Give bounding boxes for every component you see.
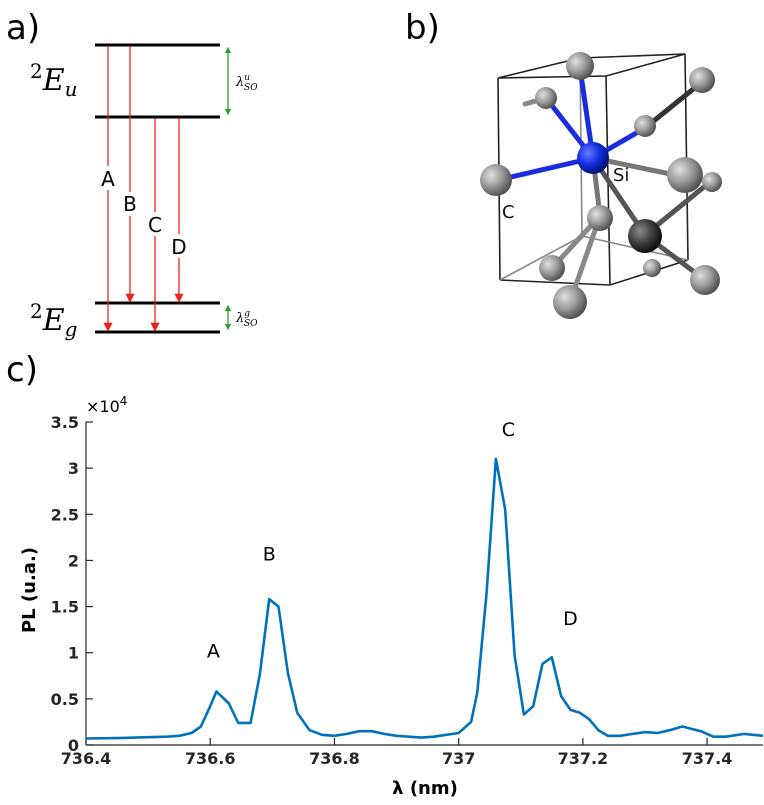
series-line-pl	[85, 457, 764, 740]
panel-label-a: a)	[6, 8, 41, 48]
peak-label: C	[502, 419, 515, 441]
energy-level-diagram: A B C D λu SO λg SO 2Eu 2Eg	[30, 43, 258, 341]
transition-label-c: C	[148, 213, 162, 237]
y-tick-label: 3	[68, 459, 79, 478]
splitting-lower-label: λg SO	[235, 309, 258, 329]
carbon-atom	[690, 265, 720, 295]
splitting-upper-label: λu SO	[235, 73, 258, 93]
carbon-atom	[689, 67, 715, 93]
chart-axes: 736.4 736.6 736.8 737 737.2 737.4 0 0.5 1 1.5 2 2.5…	[51, 413, 763, 768]
carbon-atom	[628, 219, 662, 253]
y-tick-label: 1.5	[51, 598, 79, 617]
peak-label: A	[207, 640, 220, 662]
y-tick-label: 1	[68, 644, 79, 663]
transition-label-d: D	[171, 235, 186, 259]
y-multiplier: ×104	[86, 394, 127, 416]
silicon-atom	[577, 142, 609, 174]
x-tick-label: 737	[442, 749, 475, 768]
silicon-label: Si	[613, 165, 629, 186]
y-axis-label: PL (u.a.)	[19, 547, 40, 633]
x-tick-label: 737.2	[558, 749, 609, 768]
y-tick-label: 2.5	[51, 505, 79, 524]
carbon-atom	[535, 87, 557, 109]
panel-label-b: b)	[405, 8, 440, 48]
y-tick-label: 0	[68, 736, 79, 755]
x-tick-label: 736.4	[61, 749, 112, 768]
peak-label: B	[263, 543, 276, 565]
carbon-atom	[634, 115, 656, 137]
carbon-label: C	[502, 202, 515, 223]
carbon-atom	[587, 205, 613, 231]
transition-label-b: B	[123, 192, 137, 216]
y-tick-label: 0.5	[51, 690, 79, 709]
carbon-atom	[643, 259, 661, 277]
y-tick-label: 2	[68, 551, 79, 570]
molecule-structure: Si C	[480, 52, 722, 319]
peak-annotations: A B C D	[207, 419, 578, 662]
x-tick-label: 737.4	[682, 749, 733, 768]
x-tick-label: 736.6	[185, 749, 236, 768]
carbon-atom	[480, 164, 512, 196]
x-axis-label: λ (nm)	[392, 778, 458, 799]
carbon-atom	[539, 255, 565, 281]
carbon-atom	[566, 52, 594, 80]
carbon-atom	[667, 157, 703, 193]
level-label-eu: 2Eu	[30, 59, 78, 101]
carbon-atom	[702, 172, 722, 192]
transition-label-a: A	[101, 167, 115, 191]
panel-label-c: c)	[6, 350, 38, 390]
x-tick-label: 736.8	[309, 749, 360, 768]
carbon-atom	[553, 285, 587, 319]
level-label-eg: 2Eg	[30, 299, 77, 341]
y-tick-label: 3.5	[51, 413, 79, 432]
pl-spectrum-chart: 736.4 736.6 736.8 737 737.2 737.4 0 0.5 1 1.5 2 2.5…	[19, 394, 764, 799]
peak-label: D	[563, 608, 578, 630]
